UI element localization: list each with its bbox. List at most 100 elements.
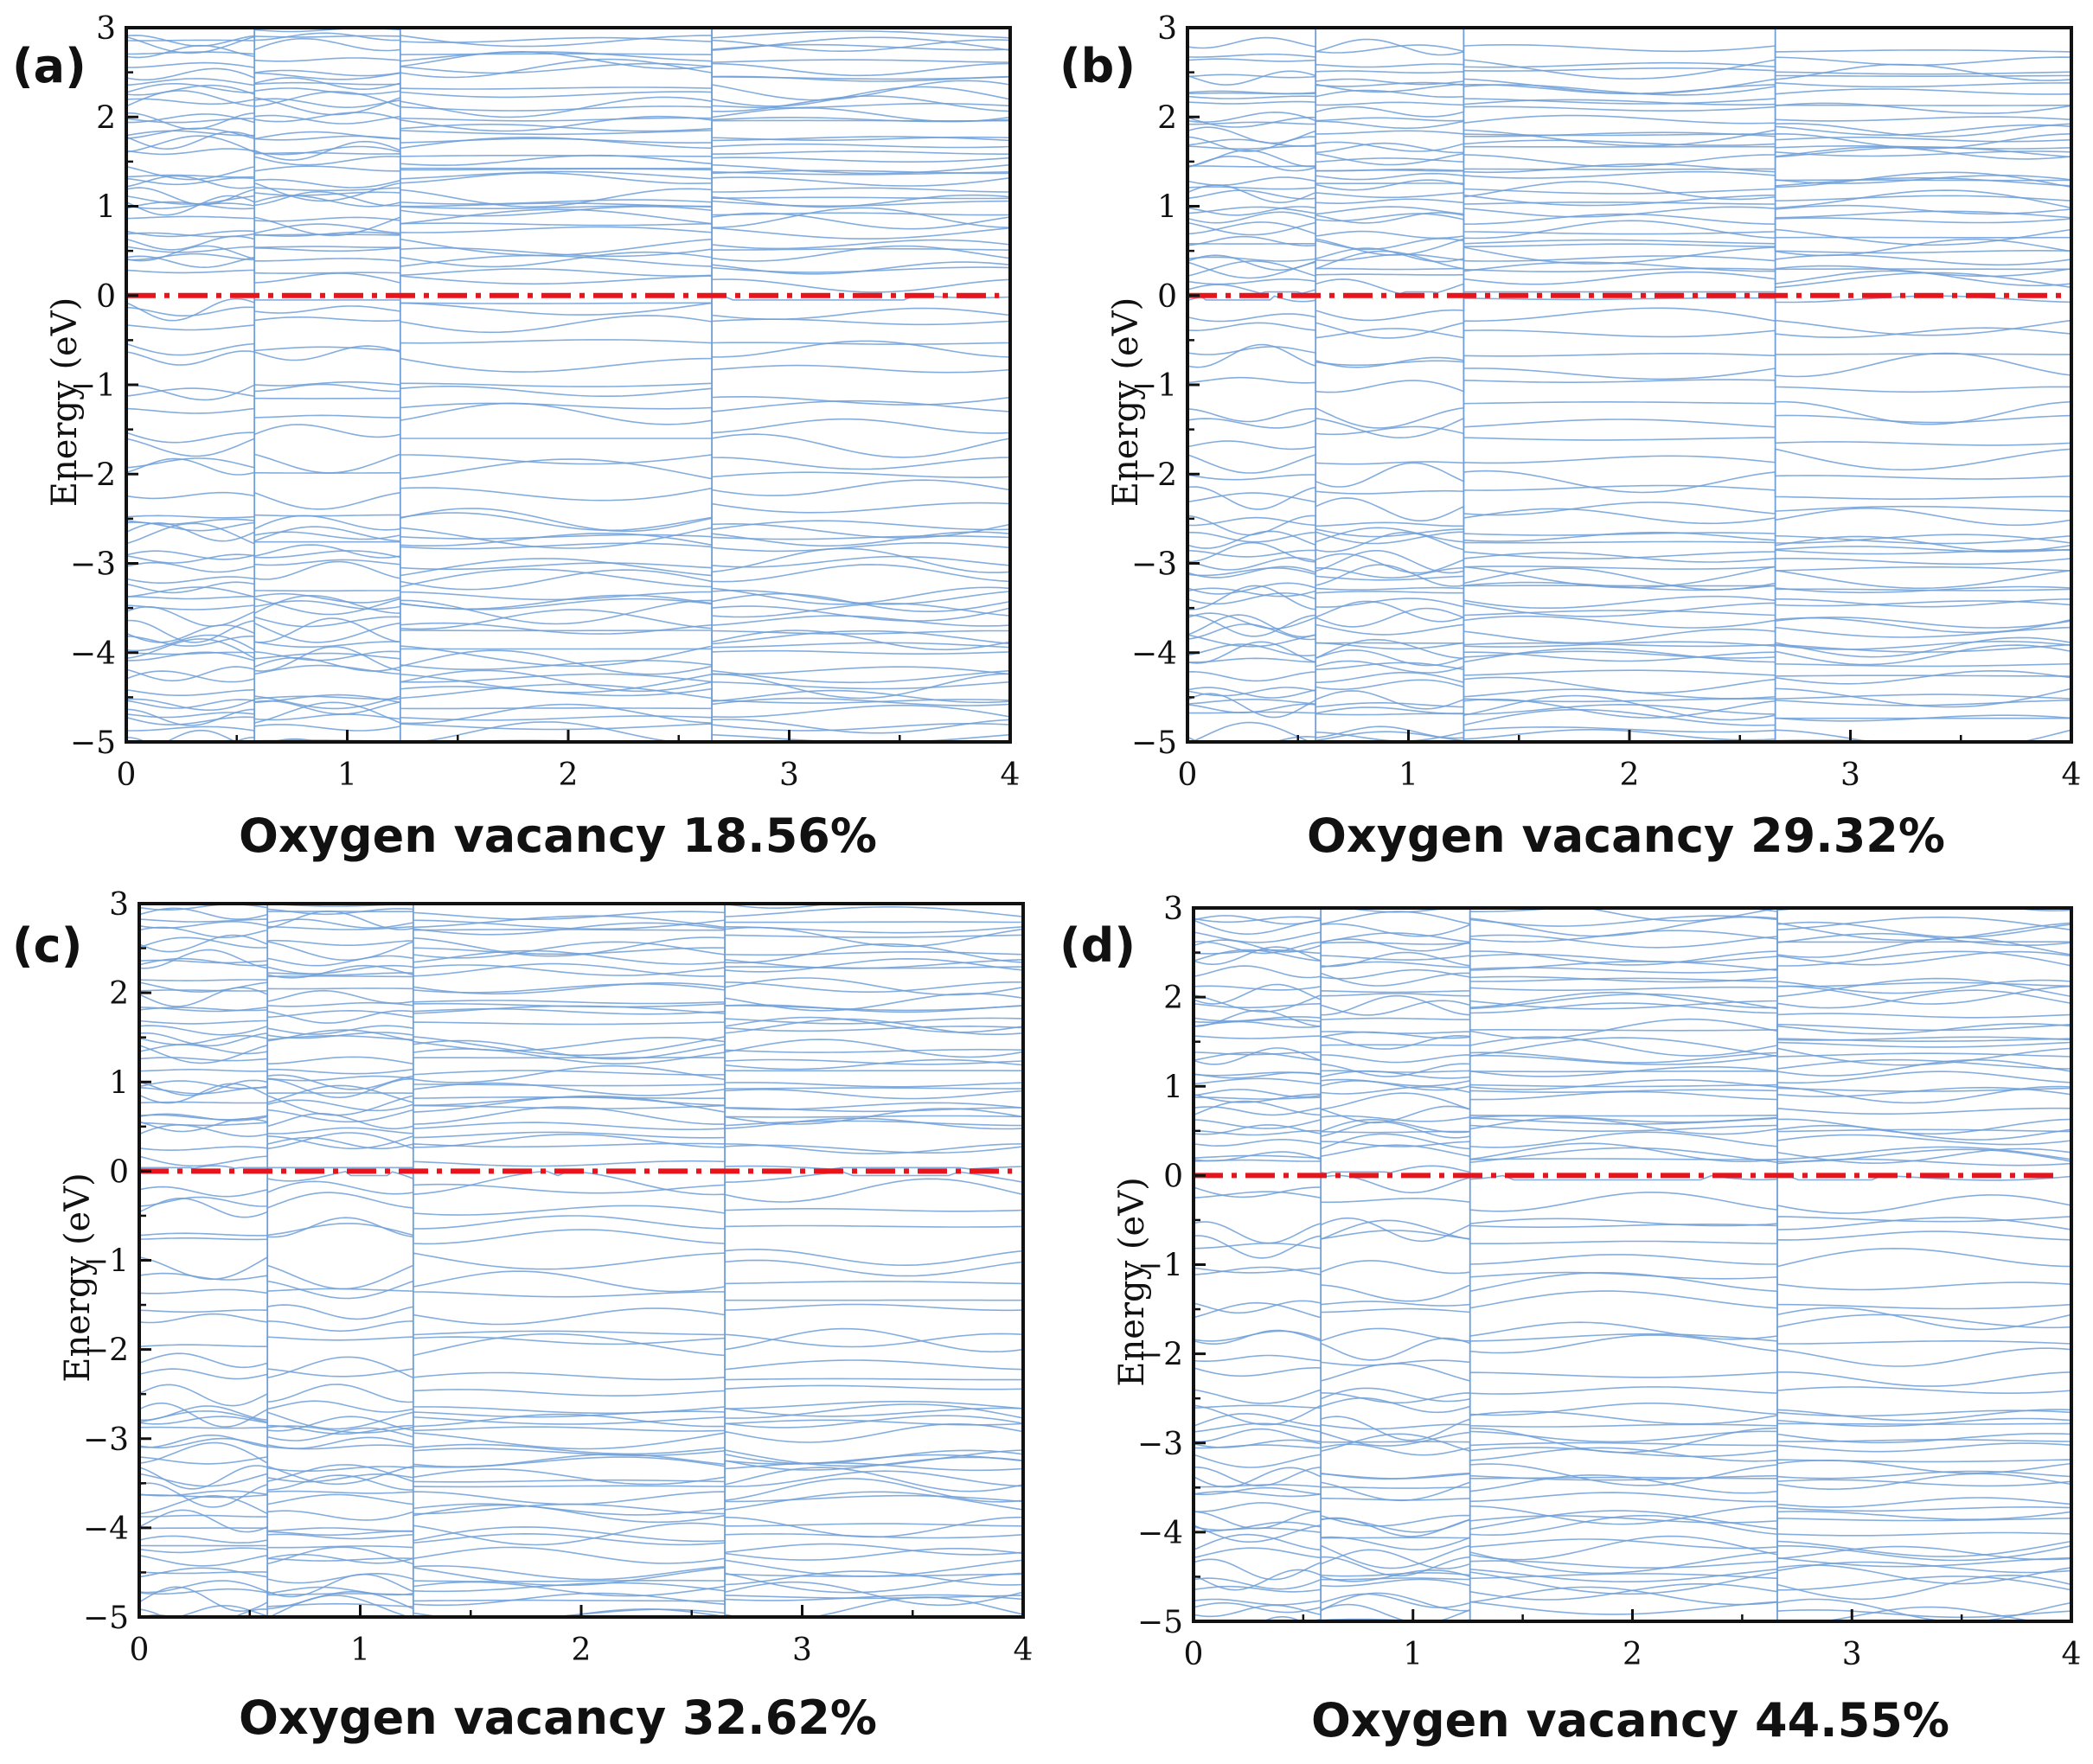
band-line — [1194, 1561, 2071, 1595]
x-tick-label: 0 — [1178, 757, 1198, 793]
band-line — [1194, 1174, 2071, 1198]
band-line — [1187, 346, 2071, 368]
band-line — [139, 1170, 1023, 1198]
band-line — [126, 424, 1010, 458]
x-tick-label: 4 — [1014, 1633, 1034, 1668]
y-axis-title: Energy (eV) — [1112, 1177, 1152, 1386]
y-tick-label: 1 — [1163, 1070, 1183, 1105]
band-line — [126, 479, 1010, 510]
y-tick-label: −3 — [1131, 547, 1177, 583]
band-line — [126, 123, 1010, 142]
y-tick-label: −2 — [1131, 457, 1177, 493]
band-line — [1187, 448, 2071, 474]
band-line — [126, 453, 1010, 474]
band-line — [1469, 908, 1778, 922]
panel-caption: Oxygen vacancy 18.56% — [239, 808, 877, 863]
y-tick-label: −1 — [1131, 368, 1177, 404]
y-axis-title: Energy (eV) — [58, 1173, 98, 1382]
band-line — [1187, 507, 2071, 536]
panel-label: (c) — [12, 918, 82, 973]
y-tick-label: −3 — [70, 547, 116, 583]
band-line — [139, 1215, 1023, 1237]
y-tick-label: −1 — [70, 368, 116, 404]
panel-caption: Oxygen vacancy 29.32% — [1307, 808, 1945, 863]
y-tick-label: 3 — [109, 887, 129, 923]
x-tick-label: 2 — [1623, 1637, 1642, 1672]
band-line — [139, 1509, 1023, 1546]
y-tick-label: −1 — [83, 1244, 129, 1280]
band-line — [126, 50, 1010, 77]
band-line — [1194, 1413, 2071, 1441]
band-line — [126, 560, 1010, 591]
band-line — [1187, 170, 2071, 191]
x-tick-label: 1 — [337, 757, 357, 793]
band-line — [126, 609, 1010, 651]
x-tick-label: 3 — [1840, 757, 1860, 793]
band-line — [1187, 425, 2071, 451]
band-line — [126, 156, 1010, 181]
band-line — [126, 673, 1010, 710]
band-line — [1194, 1313, 2071, 1345]
band-line — [139, 1567, 1023, 1594]
band-line — [139, 1554, 1023, 1581]
band-line — [1187, 376, 2071, 393]
band-line — [139, 1490, 1023, 1505]
band-line — [139, 1333, 1023, 1377]
band-line — [1187, 591, 2071, 609]
y-tick-label: −5 — [1131, 725, 1177, 761]
band-line — [126, 397, 1010, 414]
band-line — [1194, 1191, 2071, 1214]
band-line — [1194, 1527, 2071, 1557]
bands — [139, 904, 1023, 1617]
band-line — [1187, 36, 2071, 67]
y-tick-label: 0 — [1157, 279, 1177, 315]
y-axis-title: Energy (eV) — [45, 297, 85, 507]
y-tick-label: 2 — [96, 100, 116, 136]
y-tick-label: −2 — [70, 457, 116, 493]
bands — [126, 28, 1010, 742]
panel-caption: Oxygen vacancy 44.55% — [1311, 1693, 1949, 1748]
band-line — [1194, 1271, 2071, 1314]
band-line — [1194, 1290, 2071, 1331]
band-line — [126, 315, 1010, 334]
y-tick-label: −4 — [1131, 636, 1177, 672]
x-tick-label: 4 — [2062, 757, 2082, 793]
y-tick-label: −3 — [1137, 1427, 1183, 1462]
band-line — [139, 934, 1023, 962]
band-line — [139, 1313, 1023, 1348]
band-line — [139, 1134, 1023, 1155]
band-line — [139, 1595, 726, 1617]
band-line — [139, 1192, 1023, 1218]
y-tick-label: 3 — [1163, 892, 1183, 927]
band-line — [1187, 634, 2071, 658]
band-line — [1187, 484, 2071, 510]
band-line — [139, 1384, 1023, 1407]
band-line — [126, 340, 1010, 373]
x-tick-label: 0 — [130, 1633, 150, 1668]
y-tick-label: −2 — [83, 1333, 129, 1369]
band-line — [1194, 1363, 2071, 1387]
band-line — [139, 1170, 1023, 1207]
band-line — [139, 1217, 1023, 1267]
y-tick-label: 2 — [1163, 981, 1183, 1016]
x-tick-label: 4 — [1001, 757, 1021, 793]
band-line — [126, 172, 1010, 189]
band-line — [139, 1454, 1023, 1490]
y-tick-label: 0 — [1163, 1159, 1183, 1194]
band-line — [126, 252, 1010, 278]
panel-label: (d) — [1059, 918, 1136, 973]
panel-label: (b) — [1059, 39, 1136, 93]
band-line — [1194, 1505, 2071, 1530]
band-line — [1194, 1486, 2071, 1508]
band-line — [139, 1356, 1023, 1381]
y-tick-label: −3 — [83, 1422, 129, 1458]
band-line — [1187, 181, 2071, 202]
band-line — [139, 1132, 1023, 1167]
y-tick-label: 2 — [1157, 100, 1177, 136]
band-line — [1194, 1386, 2071, 1404]
band-line — [1194, 1266, 2071, 1302]
x-tick-label: 2 — [559, 757, 579, 793]
band-line — [139, 1160, 1023, 1170]
